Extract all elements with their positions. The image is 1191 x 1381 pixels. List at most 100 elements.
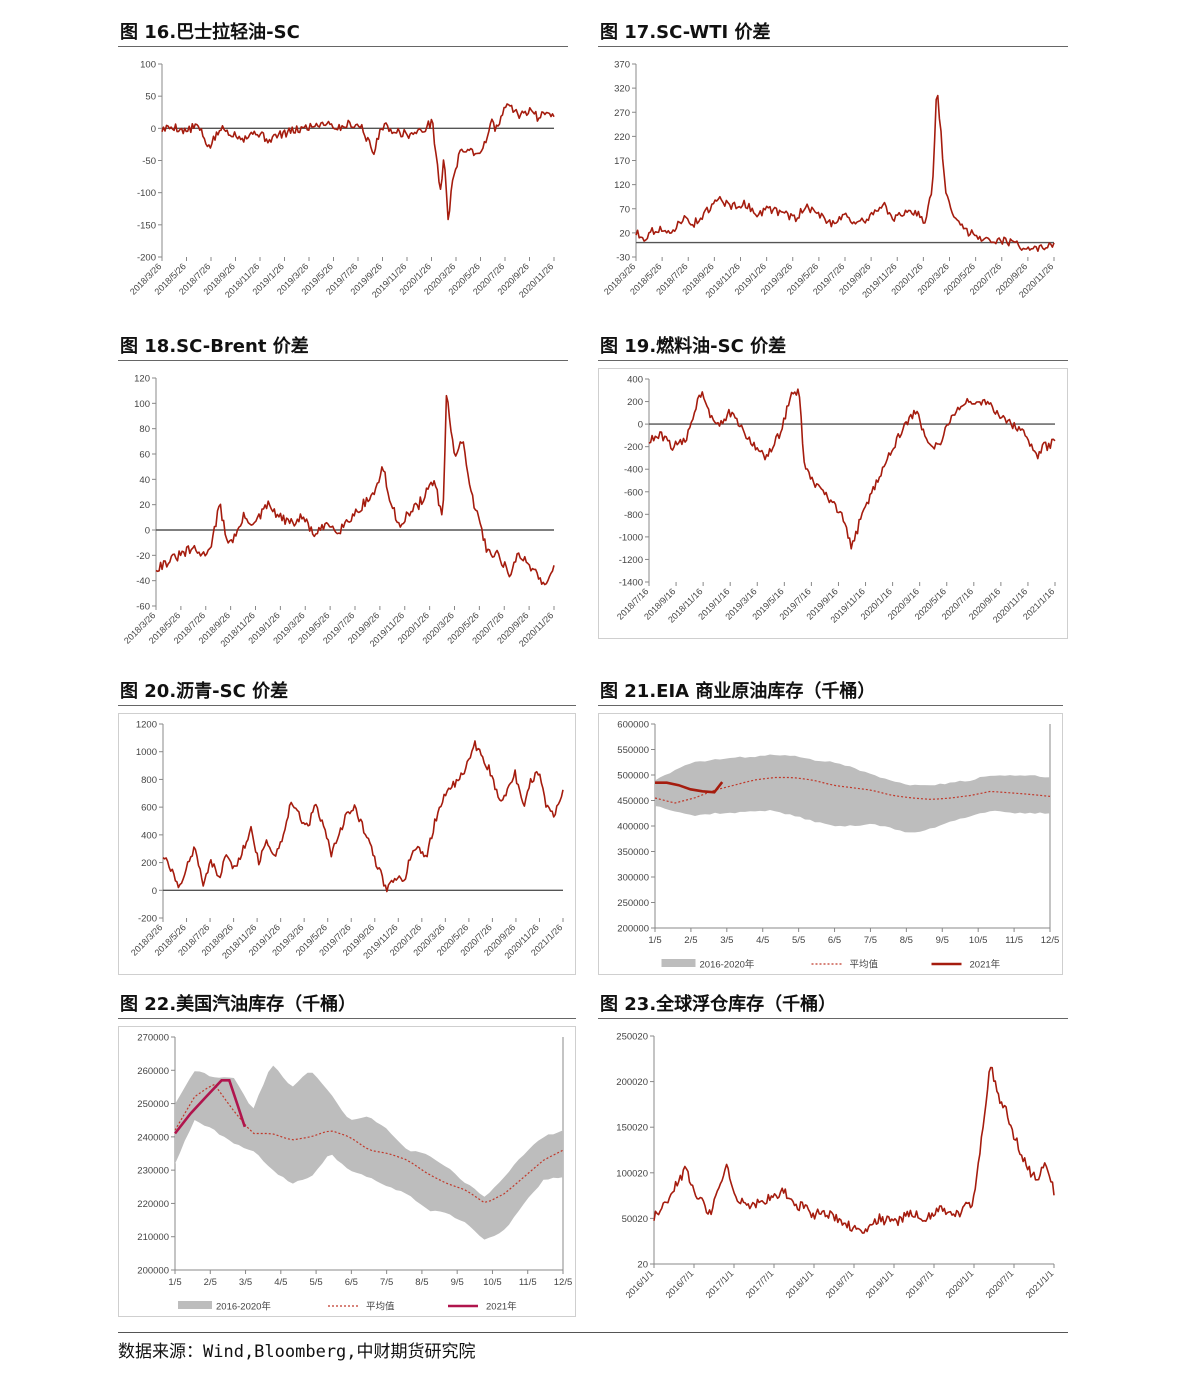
y-tick-label: -800 — [624, 510, 643, 521]
series-line — [162, 740, 564, 893]
y-tick-label: 400 — [141, 830, 157, 841]
chart-panel-p19: 图 19.燃料油-SC 价差 400 200 0 -200 -400 -600 -800 -10… — [598, 334, 1068, 639]
x-tick-label: 2021/1/1 — [1024, 1268, 1056, 1300]
series-line — [635, 94, 1055, 252]
x-tick-label: 4/5 — [756, 935, 769, 946]
y-tick-label: 270 — [614, 108, 630, 119]
chart-svg: 3703202702201701207020-302018/3/262018/5… — [602, 60, 1055, 300]
chart-panel-p21: 图 21.EIA 商业原油库存（千桶） 600000 550000 500000 450… — [598, 679, 1063, 975]
figure-title: 图 19.燃料油-SC 价差 — [598, 334, 1068, 361]
figure-title: 图 22.美国汽油库存（千桶） — [118, 992, 576, 1019]
y-tick-label: -150 — [137, 220, 156, 231]
y-tick-label: 0 — [152, 886, 157, 897]
y-tick-label: 400000 — [617, 822, 649, 833]
series-line — [155, 394, 555, 586]
legend-swatch — [661, 959, 696, 967]
y-tick-label: 100 — [134, 399, 150, 410]
x-tick-label: 2019/7/1 — [904, 1268, 936, 1300]
y-tick-label: 80 — [139, 424, 150, 435]
chart-svg: 4002000-200-400-600-800-1000-1200-140020… — [615, 375, 1056, 625]
y-tick-label: 20 — [637, 1260, 648, 1271]
y-tick-label: 230000 — [137, 1166, 169, 1177]
y-tick-label: 120 — [614, 180, 630, 191]
y-tick-label: 550000 — [617, 745, 649, 756]
legend-swatch — [178, 1301, 212, 1309]
y-tick-label: 600 — [141, 803, 157, 814]
x-tick-label: 9/5 — [451, 1277, 464, 1288]
x-tick-label: 8/5 — [900, 935, 913, 946]
footer-rule — [118, 1332, 1068, 1333]
y-tick-label: 50020 — [622, 1214, 648, 1225]
x-tick-label: 2020/7/1 — [984, 1268, 1016, 1300]
chart-panel-p18: 图 18.SC-Brent 价差 120 100 80 60 40 20 0 -20 -40 -60… — [118, 334, 568, 664]
y-tick-label: 170 — [614, 156, 630, 167]
y-tick-label: 220000 — [137, 1199, 169, 1210]
figure-title: 图 21.EIA 商业原油库存（千桶） — [598, 679, 1063, 706]
y-tick-label: 370 — [614, 60, 630, 71]
chart-panel-p17: 图 17.SC-WTI 价差 370 320 270 220 170 120 70 20 -30 2… — [598, 20, 1068, 315]
x-tick-label: 11/5 — [1005, 935, 1023, 946]
x-tick-label: 6/5 — [828, 935, 841, 946]
chart-area: 400 200 0 -200 -400 -600 -800 -1000 -1200 -1400 20… — [598, 368, 1068, 639]
y-tick-label: 210000 — [137, 1232, 169, 1243]
x-tick-label: 10/5 — [969, 935, 988, 946]
chart-svg: 120100806040200-20-40-602018/3/262018/5/… — [122, 374, 555, 649]
y-tick-label: -200 — [624, 442, 643, 453]
x-tick-label: 2018/1/1 — [784, 1268, 816, 1300]
x-tick-label: 12/5 — [1041, 935, 1060, 946]
y-tick-label: 240000 — [137, 1132, 169, 1143]
y-tick-label: -200 — [137, 253, 156, 264]
x-tick-label: 4/5 — [274, 1277, 287, 1288]
series-average-line — [654, 776, 1051, 804]
legend-label: 平均值 — [850, 959, 879, 971]
x-tick-label: 3/5 — [239, 1277, 252, 1288]
x-tick-label: 11/5 — [519, 1277, 537, 1288]
y-tick-label: 300000 — [617, 873, 649, 884]
y-tick-label: 120 — [134, 374, 150, 385]
y-tick-label: 400 — [627, 375, 643, 386]
chart-area: 1200 1000 800 600 400 200 0 -200 2018/3/26 2018/5… — [118, 713, 576, 975]
y-tick-label: -200 — [138, 914, 157, 925]
y-tick-label: 150020 — [616, 1123, 648, 1134]
legend-label: 2016-2020年 — [700, 959, 755, 971]
chart-svg: 120010008006004002000-2002018/3/262018/5… — [129, 720, 564, 961]
chart-area: 250020 200020 150020 100020 50020 20 2016/1/1 2… — [598, 1026, 1068, 1322]
chart-area: 600000 550000 500000 450000 400000 350000 3000… — [598, 713, 1063, 975]
x-tick-label: 7/5 — [380, 1277, 393, 1288]
y-tick-label: -30 — [616, 253, 630, 264]
x-tick-label: 1/5 — [648, 935, 661, 946]
x-tick-label: 5/5 — [309, 1277, 322, 1288]
y-tick-label: -100 — [137, 188, 156, 199]
series-line — [161, 103, 555, 221]
x-tick-label: 6/5 — [345, 1277, 358, 1288]
source-note: 数据来源：Wind,Bloomberg,中财期货研究院 — [118, 1342, 476, 1362]
y-tick-label: 200020 — [616, 1077, 648, 1088]
legend-label: 平均值 — [366, 1301, 395, 1313]
y-tick-label: 0 — [151, 124, 156, 135]
x-tick-label: 1/5 — [168, 1277, 181, 1288]
chart-area: 120 100 80 60 40 20 0 -20 -40 -60 2018/3/26 2018/5/… — [118, 368, 568, 664]
y-tick-label: 20 — [139, 500, 150, 511]
x-tick-label: 2016/7/1 — [664, 1268, 696, 1300]
y-tick-label: 1000 — [136, 747, 157, 758]
y-tick-label: 70 — [619, 204, 630, 215]
x-tick-label: 8/5 — [415, 1277, 428, 1288]
chart-area: 370 320 270 220 170 120 70 20 -30 2018/3/26 2018/5… — [598, 54, 1068, 315]
x-tick-label: 2019/1/1 — [864, 1268, 896, 1300]
y-tick-label: 260000 — [137, 1066, 169, 1077]
y-tick-label: 250000 — [617, 898, 649, 909]
y-tick-label: 250000 — [137, 1099, 169, 1110]
y-tick-label: 200 — [141, 858, 157, 869]
y-tick-label: 100 — [140, 60, 156, 71]
x-tick-label: 2020/1/1 — [944, 1268, 976, 1300]
y-tick-label: -1000 — [619, 532, 643, 543]
x-tick-label: 7/5 — [864, 935, 877, 946]
y-tick-label: 800 — [141, 775, 157, 786]
figure-title: 图 20.沥青-SC 价差 — [118, 679, 576, 706]
series-current-year-line — [173, 1079, 247, 1135]
chart-svg: 270000 260000 250000 240000 230000 220000 2100… — [137, 1033, 572, 1313]
y-tick-label: -1200 — [619, 555, 643, 566]
y-tick-label: 0 — [638, 420, 643, 431]
figure-title: 图 16.巴士拉轻油-SC — [118, 20, 568, 47]
